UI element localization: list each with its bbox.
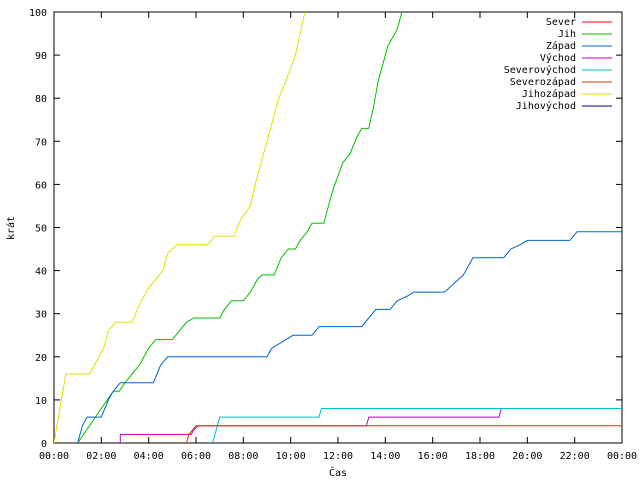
x-tick-label: 02:00 — [86, 451, 116, 462]
series-line-2 — [77, 230, 622, 443]
x-tick-label: 22:00 — [560, 451, 590, 462]
y-tick-label: 50 — [35, 224, 47, 235]
y-tick-label: 20 — [35, 353, 47, 364]
legend-label: Východ — [540, 52, 576, 64]
x-tick-label: 08:00 — [228, 451, 258, 462]
x-tick-label: 12:00 — [323, 451, 353, 462]
series-lines — [54, 12, 622, 443]
y-tick-label: 30 — [35, 310, 47, 321]
series-line-6 — [54, 12, 306, 443]
y-tick-label: 10 — [35, 396, 47, 407]
x-tick-labels: 00:00 02:00 04:00 06:00 08:00 10:00 12:00 14:00… — [39, 451, 637, 462]
x-tick-label: 14:00 — [370, 451, 400, 462]
legend-label: Jihovýchod — [516, 100, 576, 112]
y-tick-label: 100 — [29, 8, 47, 19]
x-tick-label: 20:00 — [512, 451, 542, 462]
x-tick-label: 00:00 — [607, 451, 637, 462]
y-tick-label: 60 — [35, 180, 47, 191]
legend-label: Jihozápad — [522, 88, 576, 100]
y-tick-label: 90 — [35, 51, 47, 62]
legend-label: Západ — [546, 40, 576, 52]
x-tick-label: 06:00 — [181, 451, 211, 462]
legend-label: Severozápad — [510, 76, 576, 88]
y-tick-label: 40 — [35, 267, 47, 278]
legend-label: Severovýchod — [504, 64, 576, 76]
y-tick-label: 70 — [35, 137, 47, 148]
y-tick-labels: 0 10 20 30 40 50 60 70 80 90 100 — [29, 8, 47, 450]
legend-label: Sever — [546, 17, 576, 28]
series-line-5 — [186, 425, 622, 443]
x-axis-label: Čas — [329, 466, 347, 479]
legend: SeverJihZápadVýchodSeverovýchodSeverozáp… — [504, 17, 612, 112]
x-tick-label: 18:00 — [465, 451, 495, 462]
y-tick-label: 0 — [41, 439, 47, 450]
tick-marks — [53, 11, 623, 444]
series-line-1 — [77, 12, 403, 443]
x-tick-label: 16:00 — [418, 451, 448, 462]
x-tick-label: 04:00 — [134, 451, 164, 462]
legend-label: Jih — [558, 29, 576, 40]
x-tick-label: 10:00 — [276, 451, 306, 462]
y-axis-label: krát — [5, 216, 17, 240]
y-tick-label: 80 — [35, 94, 47, 105]
x-tick-label: 00:00 — [39, 451, 69, 462]
